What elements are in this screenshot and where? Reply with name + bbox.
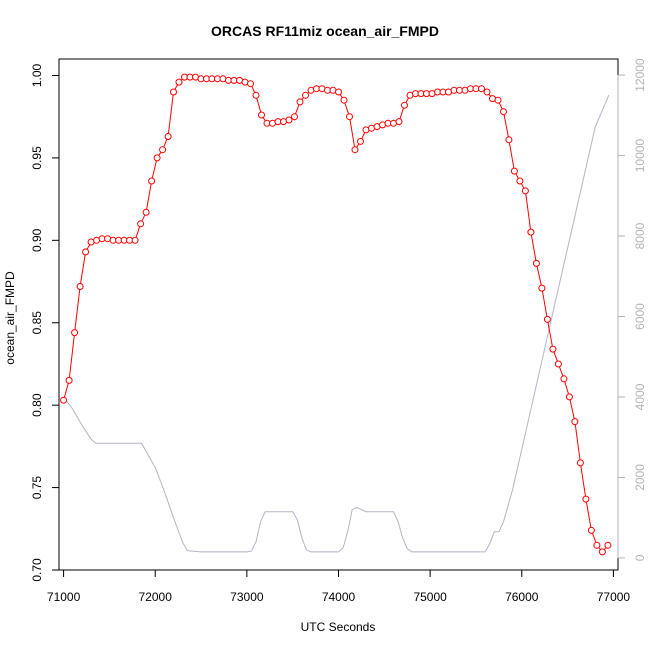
data-point [516,177,524,185]
data-point [560,375,568,383]
y-tick-label: 0.80 [30,393,44,417]
x-axis: 71000 72000 73000 74000 75000 76000 77000 [47,569,631,604]
x-axis-label: UTC Seconds [301,620,376,634]
x-tick-label: 72000 [139,590,173,604]
data-point [351,146,359,154]
y2-tick-label: 8000 [633,222,647,249]
data-point [148,177,156,185]
x-tick-label: 71000 [47,590,81,604]
x-tick-label: 76000 [505,590,539,604]
data-point [252,91,260,99]
data-point [494,96,502,104]
data-point [153,154,161,162]
x-tick-label: 75000 [413,590,447,604]
y2-tick-label: 2000 [633,464,647,491]
data-point [82,248,90,256]
data-point [510,167,518,175]
chart-title: ORCAS RF11miz ocean_air_FMPD [211,23,439,39]
data-point [142,208,150,216]
y-axis: 0.70 0.75 0.80 0.85 0.90 0.95 1.00 [30,63,60,582]
data-point [71,329,79,337]
data-point [554,360,562,368]
data-point [549,345,557,353]
data-point [576,459,584,467]
y-tick-label: 0.70 [30,558,44,582]
series-fmpd [60,73,612,556]
data-point [582,495,590,503]
data-point [175,78,183,86]
y2-tick-label: 10000 [633,139,647,173]
data-point [565,393,573,401]
y2-axis: 0 2000 4000 6000 8000 10000 12000 [617,58,647,561]
data-point [131,236,139,244]
data-point [478,85,485,93]
data-point [76,283,84,290]
series-altitude-line [63,95,610,553]
data-point [401,101,408,109]
data-point [532,259,540,267]
data-point [247,80,254,88]
data-point [60,396,68,404]
data-point [335,88,342,96]
data-point [395,118,403,126]
data-point [593,541,601,549]
y2-tick-label: 4000 [633,383,647,410]
y2-tick-label: 6000 [633,303,647,330]
y-axis-label: ocean_air_FMPD [3,271,17,365]
data-point [285,116,293,124]
x-tick-label: 77000 [597,590,631,604]
data-point [521,187,529,195]
plot-frame [58,58,619,571]
data-point [296,98,304,106]
data-point [302,91,309,99]
data-point [357,137,364,145]
x-tick-label: 73000 [230,590,264,604]
data-point [258,111,265,119]
y-tick-label: 0.95 [30,146,44,170]
data-point [538,284,546,292]
y-tick-label: 1.00 [30,63,44,87]
data-point [500,108,507,116]
altitude-line [63,95,610,553]
data-point [65,376,73,384]
fmpd-line [63,76,609,553]
x-tick-label: 74000 [322,590,356,604]
data-point [604,541,612,549]
data-point [483,88,491,96]
data-point [340,96,348,104]
data-point [159,146,167,154]
data-point [543,315,551,323]
data-point [505,136,513,144]
y2-tick-label: 12000 [633,58,647,92]
data-point [291,113,298,121]
data-point [527,228,535,236]
y2-tick-label: 0 [633,554,647,561]
data-point [346,113,353,121]
data-point [137,220,145,228]
data-point [587,526,595,534]
y-tick-label: 0.75 [30,476,44,500]
y-tick-label: 0.90 [30,228,44,252]
y-tick-label: 0.85 [30,311,44,335]
data-point [170,88,177,96]
data-point [571,418,579,426]
data-point [598,548,606,556]
data-point [164,133,172,140]
